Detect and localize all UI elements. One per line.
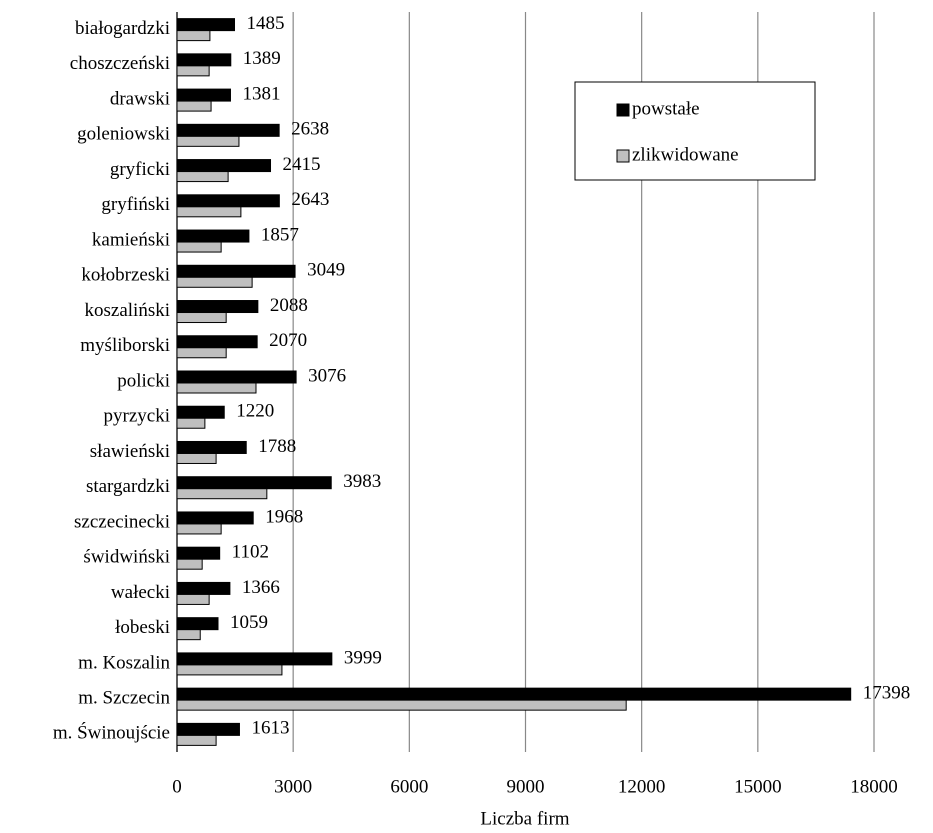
x-tick-label: 6000 [390,776,428,797]
bar [176,629,201,641]
legend-swatch [616,149,630,163]
y-tick-label: gryficki [110,159,170,180]
y-tick-label: wałecki [111,582,170,603]
value-label: 1102 [232,542,269,563]
x-tick-label: 0 [172,776,182,797]
value-label: 2070 [269,330,307,351]
x-tick-label: 9000 [507,776,545,797]
x-tick-label: 18000 [850,776,898,797]
bar [176,581,231,595]
bar [176,382,257,394]
bar [176,476,332,490]
bar [176,546,221,560]
y-tick-label: goleniowski [77,124,170,145]
bar [176,417,206,429]
bar [176,123,280,137]
bar [176,100,212,112]
y-tick-label: koszaliński [85,300,171,321]
bar [176,206,242,218]
bar [176,617,219,631]
bar [176,452,217,464]
value-label: 2643 [291,189,329,210]
value-label: 1366 [242,577,280,598]
value-label: 2088 [270,295,308,316]
bar [176,440,247,454]
bar [176,664,283,676]
y-tick-label: policki [117,370,170,391]
bar [176,511,254,525]
value-label: 1788 [258,436,296,457]
y-tick-label: białogardzki [75,18,170,39]
y-tick-label: drawski [110,88,170,109]
y-tick-label: choszczeński [70,53,170,74]
value-label: 1059 [230,612,268,633]
bar [176,593,210,605]
y-tick-label: kołobrzeski [81,265,170,286]
y-tick-label: m. Świnoujście [53,722,170,744]
value-label: 1613 [251,718,289,739]
y-tick-label: sławieński [90,441,170,462]
value-label: 2415 [283,154,321,175]
bar [176,194,280,208]
value-label: 1220 [236,401,274,422]
bar [176,405,225,419]
bar [176,370,297,384]
value-label: 17398 [863,683,911,704]
bar [176,687,852,701]
value-label: 3999 [344,647,382,668]
bar [176,699,627,711]
value-label: 1389 [243,48,281,69]
value-label: 1381 [242,83,280,104]
y-tick-label: myśliborski [80,335,170,356]
bar [176,312,227,324]
value-label: 1857 [261,224,299,245]
y-tick-label: świdwiński [83,547,170,568]
bar [176,523,222,535]
x-tick-label: 12000 [618,776,666,797]
value-label: 3983 [343,471,381,492]
bar [176,65,210,77]
y-tick-label: łobeski [115,617,170,638]
y-tick-label: gryfiński [101,194,170,215]
bar [176,347,227,359]
x-axis-title: Liczba firm [480,808,569,829]
y-tick-label: kamieński [92,229,170,250]
value-label: 1968 [265,506,303,527]
bar [176,18,236,32]
y-tick-label: pyrzycki [104,406,170,427]
bar [176,488,268,500]
y-tick-label: m. Szczecin [78,688,170,709]
bar [176,722,240,736]
bar [176,88,231,102]
x-tick-label: 15000 [734,776,782,797]
value-label: 3049 [307,260,345,281]
bar [176,30,211,42]
bar [176,229,250,243]
legend-label: zlikwidowane [632,144,739,165]
y-tick-label: szczecinecki [74,511,170,532]
bar [176,159,272,173]
value-label: 1485 [247,13,285,34]
y-tick-label: m. Koszalin [78,652,170,673]
bar [176,652,333,666]
bar [176,335,258,349]
bar [176,276,253,288]
legend-swatch [616,103,630,117]
bar [176,558,203,570]
y-tick-label: stargardzki [86,476,170,497]
bar [176,300,259,314]
bar [176,53,232,67]
bar [176,241,222,253]
legend-label: powstałe [632,98,700,119]
bar [176,264,296,278]
bar [176,135,240,147]
bar [176,734,217,746]
x-tick-label: 3000 [274,776,312,797]
value-label: 3076 [308,365,346,386]
bar [176,171,229,183]
value-label: 2638 [291,119,329,140]
legend-box [574,81,816,181]
